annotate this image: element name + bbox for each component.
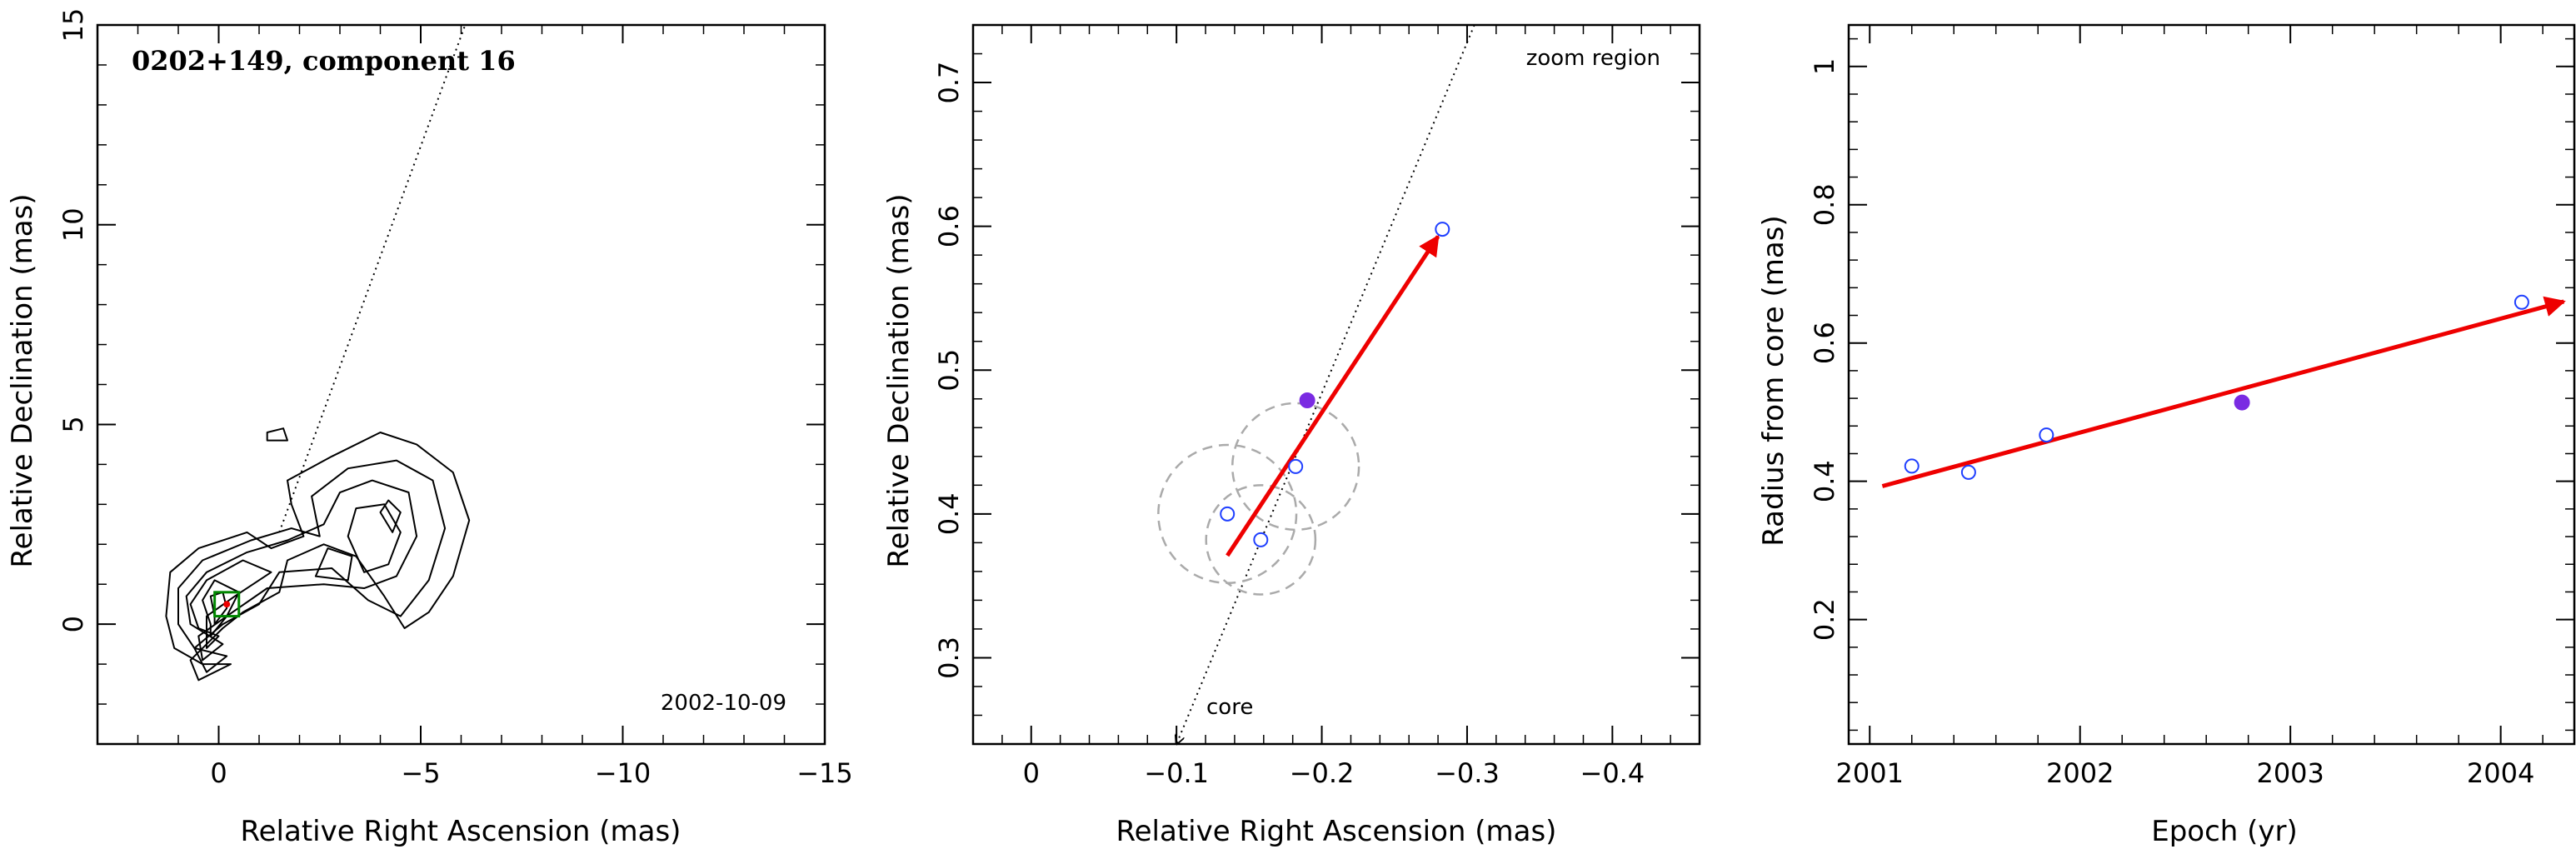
y-tick-label: 5: [57, 416, 89, 432]
open-data-point: [1220, 506, 1236, 522]
contour-line: [165, 432, 471, 682]
x-tick-label: −0.3: [1435, 757, 1500, 789]
y-tick-label: 0.8: [1809, 183, 1840, 226]
y-axis-title: Relative Declination (mas): [882, 193, 916, 567]
y-tick-label: 15: [57, 8, 89, 42]
uncertainty-circle: [1231, 402, 1360, 532]
y-tick-label: 0.2: [1809, 598, 1840, 641]
x-axis-title: Relative Right Ascension (mas): [1116, 815, 1557, 848]
contour-line: [177, 459, 447, 673]
y-tick-label: 0.4: [1809, 460, 1840, 502]
x-tick-label: −10: [595, 757, 651, 789]
x-tick-label: 2003: [2256, 757, 2324, 789]
x-tick-label: 2001: [1836, 757, 1904, 789]
contour-line: [266, 427, 288, 442]
y-tick-label: 1: [1809, 58, 1840, 75]
x-tick-label: −5: [401, 757, 440, 789]
contour-line: [202, 579, 240, 637]
zoom-region-label: zoom region: [1526, 46, 1660, 71]
x-axis-title: Epoch (yr): [2151, 815, 2298, 848]
motion-arrow: [1881, 296, 2566, 488]
y-axis-title: Relative Declination (mas): [6, 193, 39, 567]
open-data-point: [1253, 532, 1269, 547]
plot-frame: [1847, 23, 2576, 746]
direction-line: [278, 24, 467, 533]
x-tick-label: −0.4: [1580, 757, 1645, 789]
x-tick-label: 0: [1023, 757, 1040, 789]
direction-line: [1176, 24, 1475, 744]
panel-radius-epoch: Epoch (yr) Radius from core (mas) 2001 20…: [1757, 23, 2576, 848]
open-data-point: [1960, 464, 1976, 480]
contour-line: [209, 591, 228, 626]
filled-data-point: [1299, 392, 1315, 408]
core-label: core: [1206, 695, 1253, 720]
x-axis-title: Relative Right Ascension (mas): [241, 815, 681, 848]
contour-line: [347, 503, 402, 573]
y-tick-label: 10: [57, 207, 89, 242]
panel-zoom: zoom region core Relative Right Ascensio…: [882, 23, 1701, 848]
epoch-date-label: 2002-10-09: [661, 691, 786, 716]
open-data-point: [2039, 427, 2054, 443]
open-data-point: [1435, 222, 1450, 237]
motion-arrow: [1226, 234, 1440, 557]
x-tick-label: −0.2: [1290, 757, 1355, 789]
y-tick-label: 0.7: [933, 62, 965, 104]
uncertainty-circle: [1205, 484, 1317, 596]
y-tick-label: 0: [57, 616, 89, 632]
y-tick-label: 0.6: [1809, 322, 1840, 364]
y-tick-label: 0.6: [933, 205, 965, 247]
y-axis-title: Radius from core (mas): [1757, 215, 1790, 546]
contour-line: [379, 499, 402, 533]
y-tick-label: 0.5: [933, 349, 965, 392]
contour-line: [189, 559, 272, 649]
component-marker: [223, 601, 231, 608]
open-data-point: [1288, 458, 1304, 474]
component-box: [213, 591, 241, 618]
panel-contour-map: 0202+149, component 16 2002-10-09 Relati…: [6, 8, 853, 848]
contour-line: [314, 547, 353, 582]
x-tick-label: 2004: [2467, 757, 2534, 789]
x-tick-label: −15: [796, 757, 853, 789]
open-data-point: [1904, 458, 1920, 474]
filled-data-point: [2234, 394, 2250, 411]
map-title: 0202+149, component 16: [132, 45, 516, 77]
plot-frame: [971, 23, 1701, 746]
y-tick-label: 0.4: [933, 492, 965, 535]
y-tick-label: 0.3: [933, 637, 965, 679]
x-tick-label: −0.1: [1144, 757, 1209, 789]
x-tick-label: 2002: [2046, 757, 2114, 789]
x-tick-label: 0: [210, 757, 227, 789]
open-data-point: [2514, 294, 2529, 310]
